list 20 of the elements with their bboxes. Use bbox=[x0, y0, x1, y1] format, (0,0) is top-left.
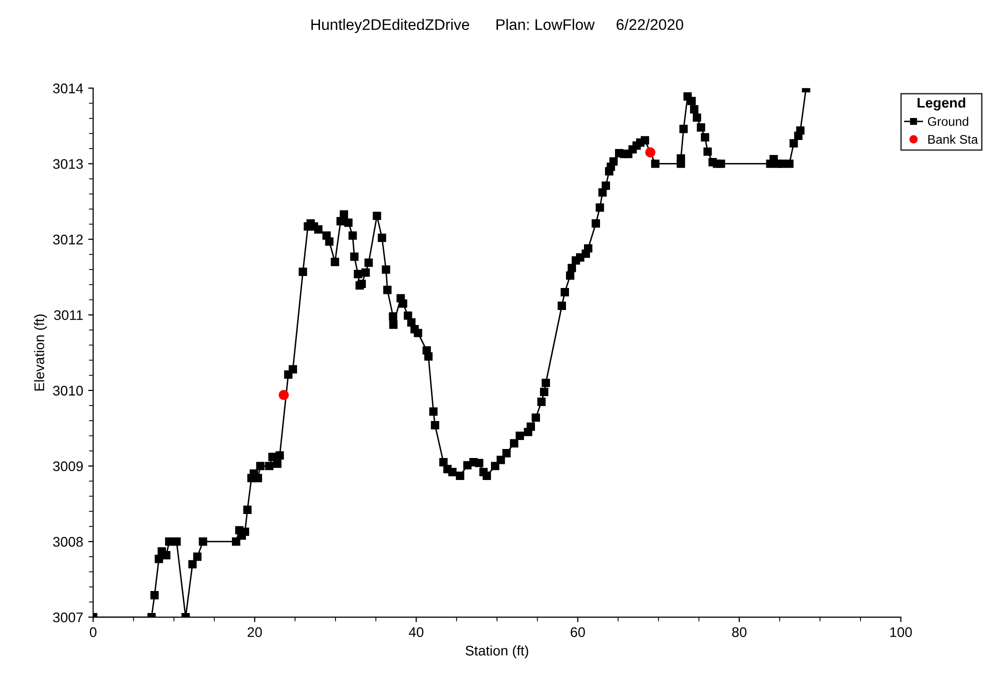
x-tick-label: 40 bbox=[408, 627, 424, 638]
x-tick-label: 20 bbox=[248, 627, 262, 638]
x-tick-label: 0 bbox=[90, 627, 96, 638]
y-tick-label: 3009 bbox=[53, 461, 83, 472]
y-tick-label: 3014 bbox=[53, 83, 84, 94]
chart-title: Huntley2DEditedZDrive Plan: LowFlow 6/22/2020 bbox=[311, 18, 684, 33]
y-tick-label: 3011 bbox=[54, 310, 83, 320]
y-tick-label: 3013 bbox=[53, 159, 83, 169]
x-tick-label: 80 bbox=[732, 627, 746, 638]
x-tick-label: 60 bbox=[570, 627, 585, 638]
y-tick-label: 3007 bbox=[53, 612, 83, 622]
legend-label: Ground bbox=[928, 116, 968, 126]
y-tick-label: 3010 bbox=[53, 386, 83, 396]
legend-label: Bank Sta bbox=[928, 134, 978, 144]
legend-title: Legend bbox=[918, 97, 966, 110]
y-axis-title: Elevation (ft) bbox=[34, 314, 47, 390]
y-tick-label: 3008 bbox=[53, 536, 83, 547]
x-tick-label: 100 bbox=[890, 627, 912, 638]
x-axis-title: Station (ft) bbox=[466, 645, 528, 658]
y-tick-label: 3012 bbox=[53, 234, 83, 244]
